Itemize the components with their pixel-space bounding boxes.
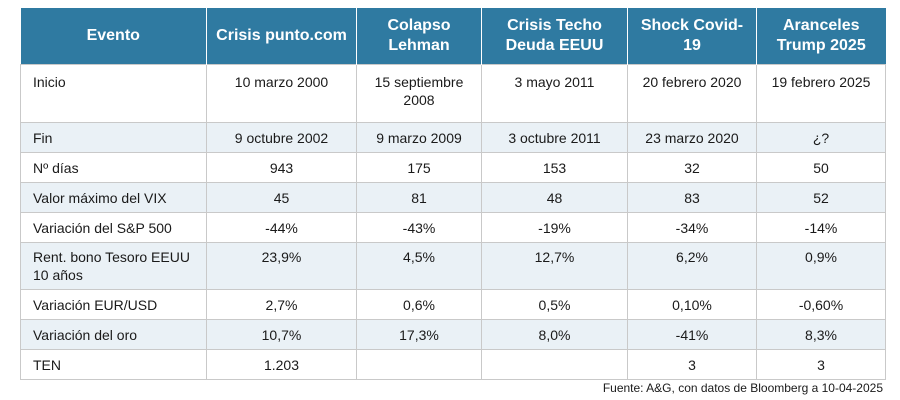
table-cell: 0,9% bbox=[756, 242, 886, 290]
table-cell: 6,2% bbox=[627, 242, 757, 290]
table-cell: 9 marzo 2009 bbox=[356, 122, 482, 153]
row-label: Valor máximo del VIX bbox=[20, 182, 207, 213]
row-label: Variación EUR/USD bbox=[20, 289, 207, 320]
header-colapso-lehman: Colapso Lehman bbox=[356, 8, 482, 65]
table-row-eur-usd: Variación EUR/USD 2,7% 0,6% 0,5% 0,10% -… bbox=[20, 289, 886, 320]
header-aranceles-trump: Aranceles Trump 2025 bbox=[756, 8, 886, 65]
table-cell: 3 mayo 2011 bbox=[481, 64, 628, 123]
crisis-comparison-table: Evento Crisis punto.com Colapso Lehman C… bbox=[20, 8, 886, 380]
table-cell: 3 bbox=[627, 349, 757, 380]
table-cell: 943 bbox=[206, 152, 357, 183]
table-cell: -14% bbox=[756, 212, 886, 243]
source-note: Fuente: A&G, con datos de Bloomberg a 10… bbox=[602, 381, 883, 395]
table-cell: 0,10% bbox=[627, 289, 757, 320]
table-cell: -34% bbox=[627, 212, 757, 243]
table-cell: 8,0% bbox=[481, 319, 628, 350]
table-row-bono-tesoro: Rent. bono Tesoro EEUU 10 años 23,9% 4,5… bbox=[20, 242, 886, 290]
header-crisis-techo-deuda: Crisis Techo Deuda EEUU bbox=[481, 8, 628, 65]
comparison-table-container: Evento Crisis punto.com Colapso Lehman C… bbox=[20, 8, 886, 380]
table-row-ten: TEN 1.203 3 3 bbox=[20, 349, 886, 380]
table-cell: 23,9% bbox=[206, 242, 357, 290]
header-evento: Evento bbox=[20, 8, 207, 65]
table-cell: -0,60% bbox=[756, 289, 886, 320]
table-cell: 48 bbox=[481, 182, 628, 213]
row-label: Rent. bono Tesoro EEUU 10 años bbox=[20, 242, 207, 290]
table-cell: 32 bbox=[627, 152, 757, 183]
row-label: Variación del S&P 500 bbox=[20, 212, 207, 243]
table-cell: 4,5% bbox=[356, 242, 482, 290]
table-cell: 3 bbox=[756, 349, 886, 380]
table-cell: 2,7% bbox=[206, 289, 357, 320]
table-row-vix: Valor máximo del VIX 45 81 48 83 52 bbox=[20, 182, 886, 213]
table-row-fin: Fin 9 octubre 2002 9 marzo 2009 3 octubr… bbox=[20, 122, 886, 153]
table-row-num-dias: Nº días 943 175 153 32 50 bbox=[20, 152, 886, 183]
table-cell: 45 bbox=[206, 182, 357, 213]
table-cell: 19 febrero 2025 bbox=[756, 64, 886, 123]
header-shock-covid: Shock Covid-19 bbox=[627, 8, 757, 65]
table-cell: 52 bbox=[756, 182, 886, 213]
table-cell: -44% bbox=[206, 212, 357, 243]
table-cell: 12,7% bbox=[481, 242, 628, 290]
table-cell: 81 bbox=[356, 182, 482, 213]
row-label: Nº días bbox=[20, 152, 207, 183]
table-cell: -41% bbox=[627, 319, 757, 350]
row-label: TEN bbox=[20, 349, 207, 380]
table-cell: -19% bbox=[481, 212, 628, 243]
table-cell bbox=[481, 349, 628, 380]
table-cell: 0,6% bbox=[356, 289, 482, 320]
table-row-sp500: Variación del S&P 500 -44% -43% -19% -34… bbox=[20, 212, 886, 243]
table-cell: ¿? bbox=[756, 122, 886, 153]
table-cell: 153 bbox=[481, 152, 628, 183]
table-row-inicio: Inicio 10 marzo 2000 15 septiembre 2008 … bbox=[20, 64, 886, 123]
table-cell: 17,3% bbox=[356, 319, 482, 350]
table-cell: 8,3% bbox=[756, 319, 886, 350]
table-cell: 9 octubre 2002 bbox=[206, 122, 357, 153]
table-header-row: Evento Crisis punto.com Colapso Lehman C… bbox=[20, 8, 886, 65]
table-cell: 10 marzo 2000 bbox=[206, 64, 357, 123]
row-label: Inicio bbox=[20, 64, 207, 123]
header-crisis-punto-com: Crisis punto.com bbox=[206, 8, 357, 65]
table-cell: 3 octubre 2011 bbox=[481, 122, 628, 153]
row-label: Fin bbox=[20, 122, 207, 153]
table-cell: 1.203 bbox=[206, 349, 357, 380]
table-cell: 20 febrero 2020 bbox=[627, 64, 757, 123]
table-cell: 10,7% bbox=[206, 319, 357, 350]
table-cell: 83 bbox=[627, 182, 757, 213]
table-cell: -43% bbox=[356, 212, 482, 243]
table-cell bbox=[356, 349, 482, 380]
table-cell: 0,5% bbox=[481, 289, 628, 320]
table-cell: 50 bbox=[756, 152, 886, 183]
table-row-oro: Variación del oro 10,7% 17,3% 8,0% -41% … bbox=[20, 319, 886, 350]
table-cell: 15 septiembre 2008 bbox=[356, 64, 482, 123]
row-label: Variación del oro bbox=[20, 319, 207, 350]
table-cell: 23 marzo 2020 bbox=[627, 122, 757, 153]
table-cell: 175 bbox=[356, 152, 482, 183]
